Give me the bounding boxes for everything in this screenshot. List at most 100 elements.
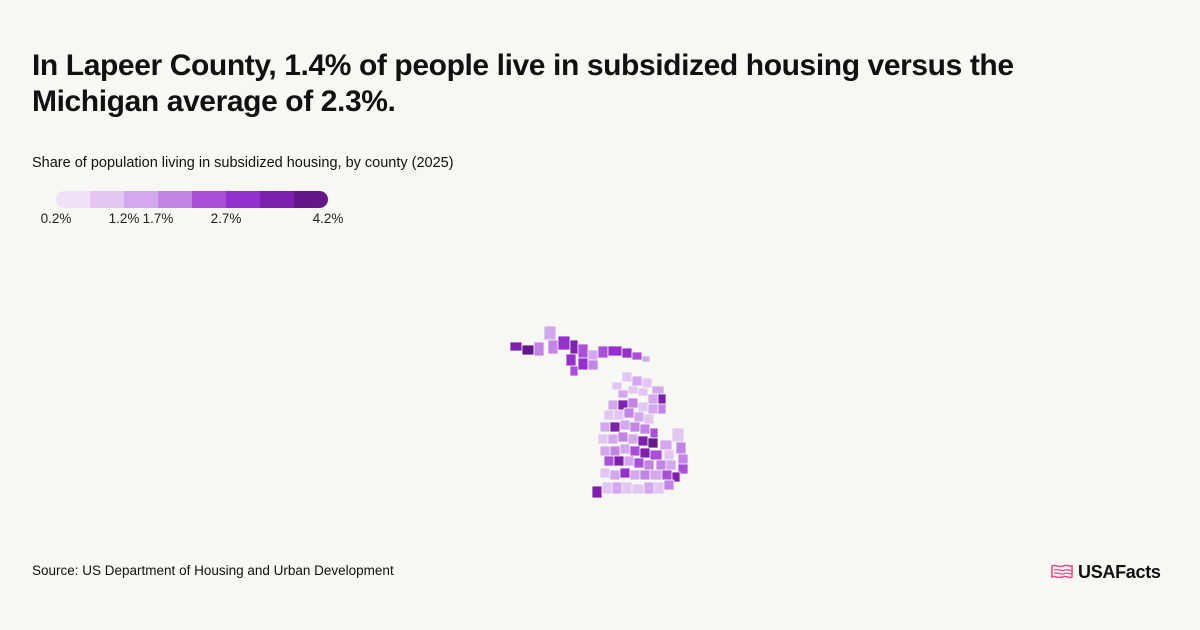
up-county-14 xyxy=(631,351,643,361)
legend-color-bar xyxy=(56,191,328,208)
up-county-2 xyxy=(521,344,535,356)
lp-county-59 xyxy=(661,469,673,481)
up-county-10 xyxy=(587,349,599,361)
up-county-3 xyxy=(533,341,545,357)
up-county-7 xyxy=(569,339,579,355)
lp-county-63 xyxy=(611,481,623,495)
lp-county-46 xyxy=(613,455,625,467)
lp-county-47 xyxy=(623,455,635,467)
lp-county-6 xyxy=(617,389,629,399)
lp-county-50 xyxy=(655,459,667,471)
legend-swatch-5 xyxy=(192,191,226,208)
lp-county-14 xyxy=(637,401,649,413)
lp-county-65 xyxy=(631,483,645,495)
lp-county-34 xyxy=(647,437,659,449)
lp-county-16 xyxy=(657,403,667,415)
legend-swatch-1 xyxy=(56,191,90,208)
up-county-8 xyxy=(565,353,577,367)
lp-county-10 xyxy=(657,393,667,405)
legend-swatch-6 xyxy=(226,191,260,208)
legend-swatch-2 xyxy=(90,191,124,208)
legend-swatch-4 xyxy=(158,191,192,208)
upper-peninsula xyxy=(509,325,651,377)
lp-county-58 xyxy=(649,469,663,481)
lp-county-38 xyxy=(609,445,621,457)
lp-county-41 xyxy=(639,447,651,459)
lp-county-8 xyxy=(637,387,649,397)
lp-county-2 xyxy=(631,375,643,387)
lp-county-5 xyxy=(611,381,623,391)
lp-county-55 xyxy=(619,467,631,479)
lp-county-62 xyxy=(601,481,613,495)
usafacts-logo: USAFacts xyxy=(1050,560,1161,584)
legend-swatch-7 xyxy=(260,191,294,208)
lp-county-53 xyxy=(599,467,611,479)
legend-label-max: 4.2% xyxy=(312,211,344,226)
legend-label-min: 0.2% xyxy=(40,211,72,226)
up-county-15 xyxy=(641,355,651,363)
lp-county-27 xyxy=(649,427,659,439)
lp-county-13 xyxy=(627,397,639,409)
lp-county-49 xyxy=(643,459,655,471)
lp-county-40 xyxy=(629,445,641,457)
up-county-12 xyxy=(607,345,623,357)
up-county-11 xyxy=(597,345,609,359)
lp-county-67 xyxy=(653,481,665,495)
lp-county-68 xyxy=(663,479,675,491)
lp-county-7 xyxy=(627,385,639,395)
lp-county-37 xyxy=(599,445,611,457)
lp-county-57 xyxy=(639,469,651,481)
lp-county-30 xyxy=(607,433,619,445)
lp-county-60 xyxy=(671,471,681,483)
lp-county-1 xyxy=(621,371,633,383)
lp-county-35 xyxy=(659,439,673,451)
lp-county-23 xyxy=(609,421,621,433)
lp-county-32 xyxy=(627,433,639,445)
lp-county-22 xyxy=(599,421,611,433)
legend-label-4: 2.7% xyxy=(210,211,242,226)
us-flag-outline-icon xyxy=(1051,564,1073,579)
lp-county-17 xyxy=(603,409,615,421)
lp-county-24 xyxy=(619,419,631,431)
lp-county-26 xyxy=(639,423,651,435)
lp-county-21 xyxy=(643,413,655,425)
lp-county-45 xyxy=(603,455,615,467)
legend-swatch-8 xyxy=(294,191,328,208)
source-note: Source: US Department of Housing and Urb… xyxy=(32,563,394,578)
lp-county-3 xyxy=(641,377,653,389)
up-county-17 xyxy=(569,365,579,377)
lp-county-66 xyxy=(643,481,655,495)
lp-county-52 xyxy=(677,463,689,475)
lp-county-54 xyxy=(609,469,621,481)
up-county-13 xyxy=(621,347,633,359)
lp-county-44 xyxy=(677,453,689,465)
lp-county-51 xyxy=(665,459,677,471)
up-county-5 xyxy=(547,339,559,355)
lp-county-64 xyxy=(621,481,633,495)
legend-label-3: 1.7% xyxy=(142,211,174,226)
up-county-18 xyxy=(587,359,599,371)
legend-label-2: 1.2% xyxy=(108,211,140,226)
map-subtitle: Share of population living in subsidized… xyxy=(32,155,454,171)
lp-county-9 xyxy=(647,393,659,405)
up-county-6 xyxy=(557,335,571,351)
lp-county-31 xyxy=(617,431,629,443)
lp-county-11 xyxy=(607,399,619,411)
lp-county-15 xyxy=(647,403,659,415)
headline: In Lapeer County, 1.4% of people live in… xyxy=(32,49,1014,118)
lp-county-36 xyxy=(675,441,687,455)
lp-county-56 xyxy=(629,469,641,481)
lp-county-39 xyxy=(619,443,631,455)
color-legend: 0.2% 1.2% 1.7% 2.7% 4.2% xyxy=(32,191,362,231)
lp-county-61 xyxy=(591,485,603,499)
legend-swatch-3 xyxy=(124,191,158,208)
lp-county-42 xyxy=(649,449,663,461)
lp-county-43 xyxy=(663,449,675,461)
up-county-1 xyxy=(509,341,523,352)
logo-text: USAFacts xyxy=(1078,561,1161,582)
lp-county-20 xyxy=(633,411,645,423)
lp-county-28 xyxy=(671,427,685,443)
lp-county-19 xyxy=(623,407,635,419)
lp-county-48 xyxy=(633,457,645,469)
up-county-4 xyxy=(543,325,557,341)
